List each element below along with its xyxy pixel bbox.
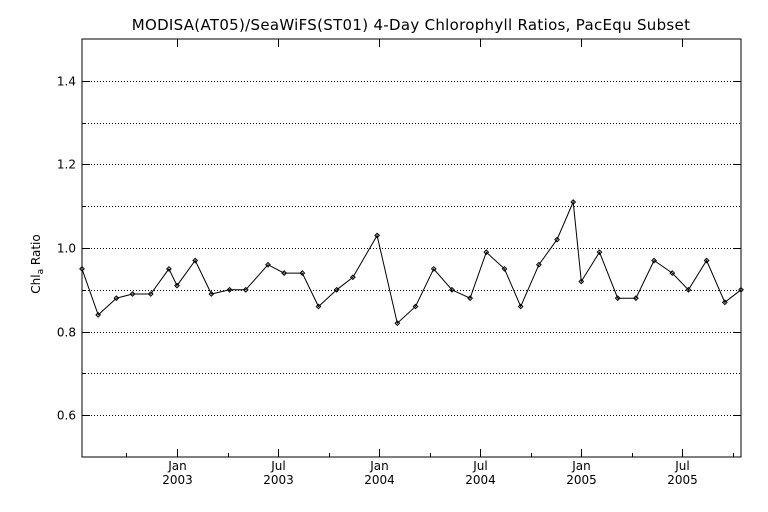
data-point: [517, 303, 524, 310]
data-point: [632, 295, 639, 302]
x-tick-label-month: Jan: [571, 459, 591, 473]
data-point: [721, 299, 728, 306]
data-series: [79, 199, 744, 327]
data-point: [483, 249, 490, 256]
x-tick-label-year: 2004: [465, 473, 496, 487]
y-axis: 0.6 0.8 1.0 1.2 1.4: [57, 75, 741, 423]
data-point: [449, 286, 455, 293]
data-point: [578, 278, 585, 285]
data-point: [467, 295, 474, 302]
x-axis: Jan2003Jul2003Jan2004Jul2004Jan2005Jul20…: [126, 39, 734, 487]
data-point: [669, 270, 676, 276]
x-tick-label-month: Jul: [674, 459, 689, 473]
y-axis-label: Chla Ratio: [29, 234, 46, 293]
x-tick-label-month: Jan: [167, 459, 187, 473]
data-point: [192, 257, 199, 264]
data-point: [394, 320, 401, 327]
data-point: [614, 295, 621, 302]
data-point: [349, 274, 356, 281]
data-point: [554, 236, 560, 243]
data-point: [174, 282, 180, 289]
x-tick-label-month: Jan: [369, 459, 389, 473]
x-tick-label-year: 2005: [566, 473, 597, 487]
y-tick-label: 1.4: [57, 75, 76, 89]
chart-title: MODISA(AT05)/SeaWiFS(ST01) 4-Day Chlorop…: [132, 16, 691, 34]
data-point: [570, 199, 577, 205]
data-point: [374, 232, 381, 239]
plot-area-frame: [81, 38, 742, 458]
data-point: [315, 303, 322, 310]
data-point: [333, 286, 340, 293]
data-point: [685, 286, 692, 293]
x-tick-label-year: 2003: [263, 473, 294, 487]
y-tick-label: 1.2: [57, 158, 76, 172]
data-point: [281, 270, 288, 276]
data-point: [166, 265, 172, 272]
data-point: [738, 286, 744, 293]
data-point: [79, 265, 85, 272]
data-point: [412, 303, 419, 310]
y-tick-label: 0.6: [57, 409, 76, 423]
data-point: [95, 311, 102, 318]
x-tick-label-month: Jul: [270, 459, 285, 473]
x-tick-label-month: Jul: [472, 459, 487, 473]
x-tick-label-year: 2005: [667, 473, 698, 487]
x-tick-label-year: 2003: [162, 473, 193, 487]
data-point: [501, 265, 508, 272]
data-point: [265, 261, 271, 268]
data-point: [430, 265, 437, 272]
y-tick-label: 1.0: [57, 242, 76, 256]
y-axis-label-suffix: Ratio: [29, 234, 43, 269]
data-point: [147, 291, 154, 297]
data-point: [113, 295, 120, 302]
data-point: [596, 249, 603, 256]
series-line: [81, 200, 742, 325]
data-point: [703, 257, 710, 264]
data-point: [226, 286, 233, 293]
y-axis-label-subscript: a: [36, 269, 46, 275]
data-point: [208, 291, 215, 297]
data-point: [535, 261, 542, 268]
data-point: [242, 286, 249, 293]
grid-lines: [82, 81, 741, 416]
y-axis-label-main: Chl: [29, 274, 43, 293]
data-point: [299, 270, 306, 276]
data-point: [129, 291, 136, 297]
y-tick-label: 0.8: [57, 326, 76, 340]
data-point: [651, 257, 657, 264]
x-tick-label-year: 2004: [364, 473, 395, 487]
